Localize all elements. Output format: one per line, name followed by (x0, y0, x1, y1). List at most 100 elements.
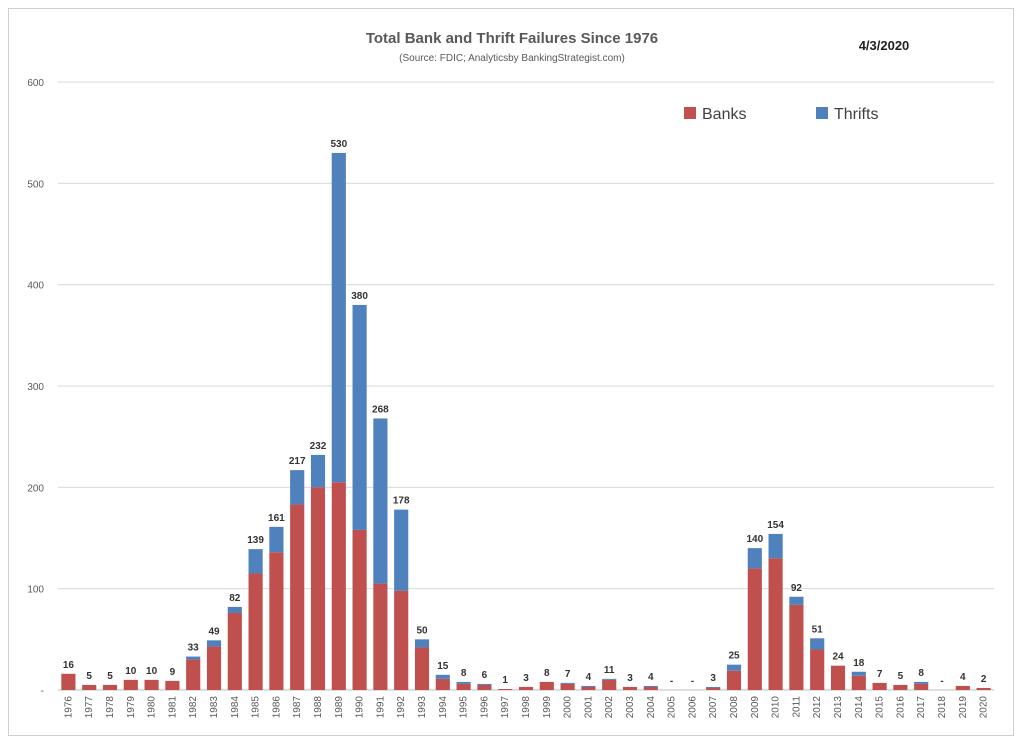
y-tick-label: 400 (27, 281, 44, 292)
data-label: 25 (728, 651, 740, 662)
bar-thrifts (768, 533, 783, 559)
bar-thrifts (747, 548, 762, 569)
bar-thrifts (373, 418, 388, 584)
bar-banks (373, 583, 388, 690)
x-tick-label: 2006 (687, 696, 698, 719)
data-label: 51 (812, 624, 824, 635)
x-tick-label: 1984 (230, 696, 241, 719)
chart-frame (8, 8, 1014, 736)
x-tick-label: 1977 (84, 696, 95, 719)
bar-thrifts (706, 686, 721, 688)
x-tick-label: 1976 (63, 696, 74, 719)
bar-banks (290, 504, 305, 690)
data-label: 15 (437, 661, 449, 672)
bar-banks (955, 685, 970, 690)
bar-thrifts (227, 606, 242, 613)
bar-banks (165, 680, 180, 690)
bar-thrifts (477, 683, 492, 685)
data-label: 6 (482, 670, 488, 681)
x-tick-label: 1998 (521, 696, 532, 719)
x-tick-label: 1978 (105, 696, 116, 719)
bar-thrifts (914, 681, 929, 684)
bar-banks (726, 670, 742, 690)
bar-thrifts (435, 674, 450, 679)
bar-banks (872, 682, 887, 690)
x-tick-label: 1997 (500, 696, 511, 719)
bar-banks (414, 647, 430, 690)
bar-banks (248, 573, 263, 690)
x-tick-label: 2008 (729, 696, 740, 719)
data-label: 4 (586, 672, 592, 683)
legend-label-thrifts: Thrifts (834, 106, 878, 123)
bar-thrifts (810, 638, 825, 650)
bar-banks (123, 679, 138, 690)
data-label: 3 (523, 673, 529, 684)
x-tick-label: 2013 (833, 696, 844, 719)
x-tick-label: 2014 (854, 696, 865, 719)
x-tick-label: 1985 (251, 696, 262, 719)
data-label: 82 (229, 593, 241, 604)
legend-label-banks: Banks (702, 106, 746, 123)
data-label: - (940, 676, 943, 687)
data-label: 380 (351, 291, 368, 302)
bar-banks (622, 686, 638, 690)
y-tick-label: 200 (27, 483, 44, 494)
bar-thrifts (290, 470, 305, 505)
data-label: 9 (170, 667, 176, 678)
bar-banks (82, 684, 97, 690)
x-tick-label: 1993 (417, 696, 428, 719)
x-tick-label: 1989 (334, 696, 345, 719)
bar-banks (227, 612, 242, 690)
data-label: 140 (746, 534, 763, 545)
data-label: - (691, 676, 694, 687)
data-label: 8 (544, 668, 550, 679)
data-label: 50 (416, 625, 428, 636)
x-tick-label: 2000 (563, 696, 574, 719)
bar-banks (768, 558, 783, 690)
bar-banks (643, 686, 658, 690)
data-label: 10 (146, 666, 158, 677)
x-tick-label: 2001 (583, 696, 594, 719)
data-label: 10 (125, 666, 137, 677)
y-tick-label: 300 (27, 382, 44, 393)
bar-banks (102, 684, 118, 690)
x-tick-label: 1982 (188, 696, 199, 719)
data-label: 5 (86, 671, 92, 682)
x-tick-label: 2005 (667, 696, 678, 719)
x-tick-label: 2015 (875, 696, 886, 719)
data-label: 2 (981, 674, 987, 685)
y-tick-label: 500 (27, 179, 44, 190)
bar-thrifts (310, 454, 326, 488)
bar-banks (394, 590, 409, 690)
bar-banks (61, 673, 76, 690)
data-labels: 165 5 10 10 93349821391612172325303802681785… (63, 139, 987, 687)
bar-banks (352, 529, 367, 690)
y-tick-label: - (41, 686, 44, 697)
bar-banks (186, 659, 201, 690)
bar-banks (810, 649, 825, 690)
data-label: 232 (310, 441, 327, 452)
x-tick-label: 2002 (604, 696, 615, 719)
x-tick-label: 1988 (313, 696, 324, 719)
bar-banks (331, 482, 346, 690)
x-tick-label: 2010 (771, 696, 782, 719)
data-label: 1 (502, 675, 508, 686)
data-label: - (670, 676, 673, 687)
x-axis: 1976 1977 1978 1979 1980 1981 1982 1983 1984 1985… (63, 696, 989, 719)
x-tick-label: 1987 (292, 696, 303, 719)
y-tick-label: 100 (27, 585, 44, 596)
gridlines (58, 81, 994, 691)
y-tick-label: 600 (27, 78, 44, 89)
bar-thrifts (851, 671, 866, 676)
x-tick-label: 1991 (375, 696, 386, 719)
legend: Banks Thrifts (684, 106, 878, 123)
y-axis: - 100 200 300 400 500 600 (27, 78, 44, 697)
data-label: 7 (877, 669, 883, 680)
bar-series (61, 152, 991, 690)
bar-banks (456, 683, 471, 690)
data-label: 49 (208, 626, 220, 637)
data-label: 3 (627, 673, 633, 684)
date-label: 4/3/2020 (859, 38, 910, 53)
data-label: 530 (330, 139, 347, 150)
